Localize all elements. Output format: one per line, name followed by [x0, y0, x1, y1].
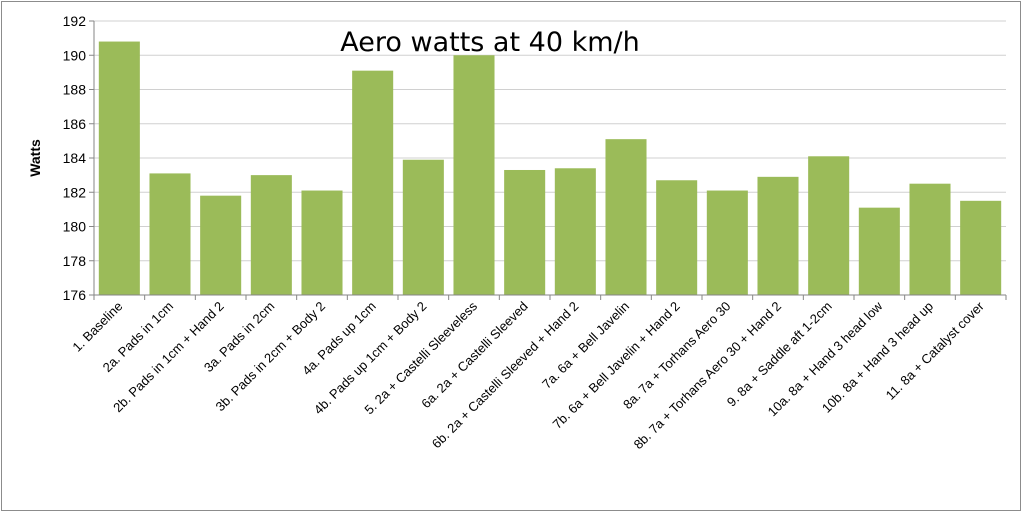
- bar: [453, 55, 495, 295]
- chart-title: Aero watts at 40 km/h: [340, 27, 639, 58]
- bar: [554, 168, 596, 295]
- y-tick-label: 188: [63, 82, 87, 98]
- bar: [149, 173, 191, 295]
- y-tick-label: 184: [63, 150, 87, 166]
- bar: [960, 200, 1002, 295]
- bar: [757, 176, 799, 295]
- gridlines: [94, 20, 1006, 262]
- bar: [909, 183, 951, 295]
- bar: [808, 156, 850, 295]
- bar: [301, 190, 343, 295]
- x-category-label: 7a. 6a + Bell Javelin: [539, 299, 632, 392]
- bar: [858, 207, 900, 295]
- y-tick-label: 182: [63, 184, 87, 200]
- y-tick-label: 180: [63, 219, 87, 235]
- bar: [504, 169, 546, 295]
- bars: [98, 41, 1002, 295]
- bar: [250, 175, 292, 295]
- bar: [656, 180, 698, 295]
- bar: [605, 139, 647, 295]
- axes: [89, 20, 1007, 300]
- y-tick-label: 186: [63, 116, 87, 132]
- y-axis-title: Watts: [27, 139, 43, 177]
- bar: [706, 190, 748, 295]
- bar: [200, 195, 242, 295]
- bar: [98, 41, 140, 295]
- x-category-label: 11. 8a + Catalyst cover: [883, 298, 988, 403]
- y-tick-label: 192: [63, 13, 87, 29]
- y-tick-label: 190: [63, 47, 87, 63]
- bar: [352, 70, 394, 295]
- y-tick-label: 178: [63, 253, 87, 269]
- y-tick-label: 176: [63, 287, 87, 303]
- bar: [402, 159, 444, 295]
